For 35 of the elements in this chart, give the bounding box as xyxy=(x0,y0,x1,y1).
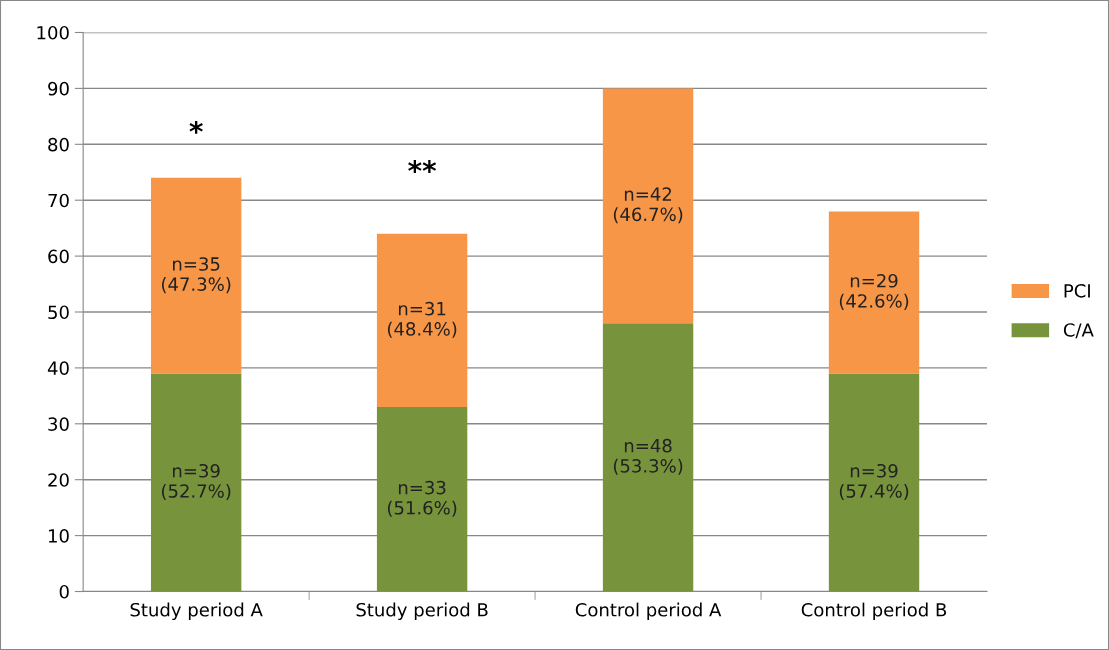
x-tick-label: Study period B xyxy=(356,602,488,621)
bar xyxy=(376,407,468,592)
y-tick-label: 80 xyxy=(48,137,69,152)
bar xyxy=(602,88,694,324)
x-tick-label: Control period A xyxy=(575,602,722,621)
data-label: n=31 (48.4%) xyxy=(387,301,457,338)
y-tick-label: 30 xyxy=(48,417,69,431)
bar xyxy=(376,233,468,408)
bar xyxy=(828,373,920,592)
data-label: n=29 (42.6%) xyxy=(839,273,909,310)
legend-label: PCI xyxy=(1064,284,1090,298)
y-tick-label: 50 xyxy=(48,305,69,320)
data-label: n=39 (57.4%) xyxy=(839,463,909,500)
data-label: n=35 (47.3%) xyxy=(161,257,231,294)
x-tick-label: Control period B xyxy=(801,602,947,621)
y-tick-label: 60 xyxy=(48,249,69,264)
bar xyxy=(602,323,694,592)
y-tick-label: 40 xyxy=(47,361,69,376)
bar xyxy=(828,211,920,374)
y-tick-label: 90 xyxy=(48,81,69,96)
x-tick-label: Study period A xyxy=(130,602,263,621)
y-tick-label: 20 xyxy=(48,473,69,487)
bar xyxy=(150,177,242,374)
y-tick-label: 70 xyxy=(48,193,69,208)
annotation: ** xyxy=(408,160,437,174)
data-label: n=42 (46.7%) xyxy=(613,187,683,224)
data-label: n=39 (52.7%) xyxy=(161,463,231,500)
y-tick-label: 0 xyxy=(59,584,69,599)
y-tick-label: 10 xyxy=(48,529,69,543)
data-label: n=33 (51.6%) xyxy=(387,480,457,517)
y-tick-label: 100 xyxy=(37,25,69,40)
annotation: * xyxy=(189,120,203,134)
legend-label: C/A xyxy=(1063,323,1094,339)
data-label: n=48 (53.3%) xyxy=(613,438,683,475)
bar xyxy=(150,373,242,592)
